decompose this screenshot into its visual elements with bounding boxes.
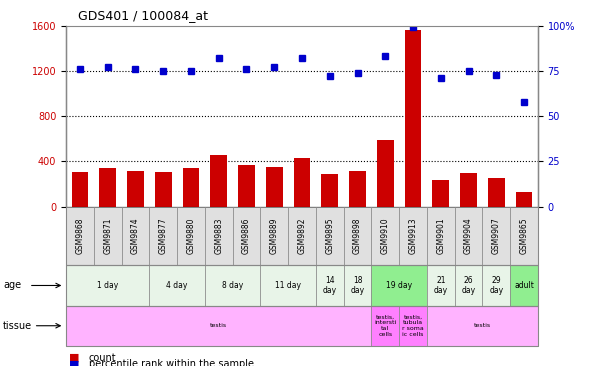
Text: 8 day: 8 day (222, 281, 243, 290)
Bar (433, 180, 449, 207)
Text: GSM9913: GSM9913 (409, 218, 418, 254)
Text: testis: testis (474, 323, 491, 328)
Text: count: count (89, 353, 117, 363)
Text: GSM9877: GSM9877 (159, 218, 168, 254)
Text: 14
day: 14 day (323, 276, 337, 295)
Text: 19 day: 19 day (386, 281, 412, 290)
Bar (238, 165, 255, 207)
Text: 1 day: 1 day (97, 281, 118, 290)
Text: GSM9871: GSM9871 (103, 218, 112, 254)
Bar (99, 168, 116, 207)
Text: GSM9898: GSM9898 (353, 218, 362, 254)
Text: testis,
tubula
r soma
ic cells: testis, tubula r soma ic cells (402, 314, 424, 337)
Text: GSM9895: GSM9895 (325, 218, 334, 254)
Bar (404, 30, 421, 207)
Text: 18
day: 18 day (350, 276, 365, 295)
Bar (516, 191, 532, 207)
Bar (322, 174, 338, 207)
Bar (460, 173, 477, 207)
Text: 11 day: 11 day (275, 281, 301, 290)
Text: 4 day: 4 day (166, 281, 188, 290)
Text: adult: adult (514, 281, 534, 290)
Text: GSM9868: GSM9868 (76, 218, 85, 254)
Text: GSM9904: GSM9904 (464, 218, 473, 254)
Text: age: age (3, 280, 21, 291)
Text: GSM9889: GSM9889 (270, 218, 279, 254)
Bar (488, 178, 505, 207)
Text: GSM9907: GSM9907 (492, 218, 501, 254)
Text: testis,
intersti
tal
cells: testis, intersti tal cells (374, 314, 397, 337)
Text: percentile rank within the sample: percentile rank within the sample (89, 359, 254, 366)
Text: tissue: tissue (3, 321, 32, 331)
Bar (183, 168, 200, 207)
Text: testis: testis (210, 323, 227, 328)
Text: GSM9880: GSM9880 (186, 218, 195, 254)
Bar (294, 158, 310, 207)
Text: ■: ■ (69, 359, 79, 366)
Bar (127, 171, 144, 207)
Bar (349, 171, 366, 207)
Bar (155, 172, 171, 207)
Text: GSM9883: GSM9883 (214, 218, 223, 254)
Text: 29
day: 29 day (489, 276, 503, 295)
Bar (377, 140, 394, 207)
Bar (266, 167, 282, 207)
Bar (72, 172, 88, 207)
Text: GSM9910: GSM9910 (381, 218, 390, 254)
Text: GSM9865: GSM9865 (519, 218, 528, 254)
Text: GSM9901: GSM9901 (436, 218, 445, 254)
Text: GSM9886: GSM9886 (242, 218, 251, 254)
Text: GDS401 / 100084_at: GDS401 / 100084_at (78, 9, 208, 22)
Text: 21
day: 21 day (434, 276, 448, 295)
Text: ■: ■ (69, 353, 79, 363)
Text: GSM9874: GSM9874 (131, 218, 140, 254)
Text: GSM9892: GSM9892 (297, 218, 307, 254)
Bar (210, 155, 227, 207)
Text: 26
day: 26 day (462, 276, 475, 295)
